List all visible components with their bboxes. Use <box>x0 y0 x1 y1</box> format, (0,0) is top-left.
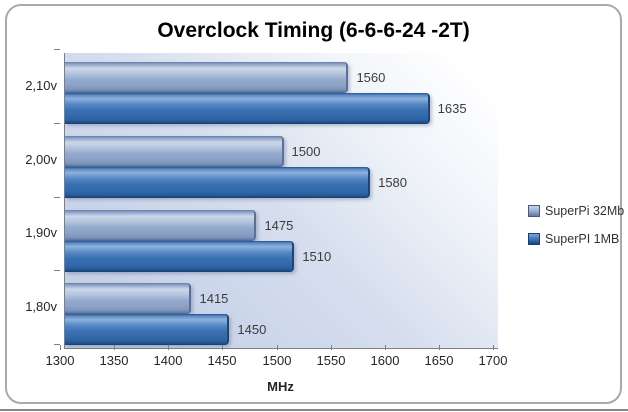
bar-value-label: 1450 <box>237 322 267 338</box>
category-label: 2,00v <box>25 151 57 167</box>
bar-superpi-32mb <box>65 209 257 241</box>
x-axis-tick-label: 1450 <box>207 353 237 368</box>
category-label: 2,10v <box>25 77 57 93</box>
x-axis-tick <box>222 345 223 350</box>
bar-superpi-32mb <box>65 283 192 315</box>
y-axis-tick <box>54 197 60 198</box>
chart-title: Overclock Timing (6-6-6-24 -2T) <box>157 19 470 42</box>
plot-area: 1560 1635 1500 1580 1475 1510 1415 1450 <box>64 53 498 349</box>
bar-superpi-32mb <box>65 62 349 93</box>
legend-item: SuperPi 32Mb <box>528 204 624 218</box>
legend-item: SuperPI 1MB <box>528 232 624 246</box>
x-axis-tick-label: 1550 <box>316 353 346 368</box>
bar-value-label: 1635 <box>437 101 467 116</box>
legend-label: SuperPI 1MB <box>545 232 620 246</box>
bar-value-label: 1560 <box>356 70 386 85</box>
x-axis-tick-label: 1700 <box>478 353 508 368</box>
x-axis-tick-label: 1650 <box>424 353 454 368</box>
x-axis-tick-label: 1500 <box>262 353 292 368</box>
legend: SuperPi 32Mb SuperPI 1MB <box>528 204 624 246</box>
bar-value-label: 1510 <box>302 248 332 264</box>
x-axis-title: MHz <box>267 379 294 394</box>
bar-superpi-1mb <box>65 93 430 124</box>
bar-superpi-32mb <box>65 135 284 167</box>
x-axis-tick <box>168 345 169 350</box>
bar-value-label: 1475 <box>264 217 294 233</box>
page-bottom-edge <box>0 409 628 411</box>
x-axis-tick <box>331 345 332 350</box>
y-axis-tick <box>54 270 60 271</box>
y-axis-tick <box>54 49 60 50</box>
y-axis-tick <box>54 344 60 345</box>
legend-label: SuperPi 32Mb <box>545 204 625 218</box>
bar-value-label: 1500 <box>291 143 321 159</box>
chart-frame: Overclock Timing (6-6-6-24 -2T) 1560 1635… <box>5 4 624 404</box>
x-axis-tick-label: 1350 <box>99 353 129 368</box>
x-axis-tick-label: 1400 <box>153 353 183 368</box>
x-axis-tick <box>493 345 494 350</box>
bar-superpi-1mb <box>65 166 371 198</box>
bar-value-label: 1580 <box>378 174 408 190</box>
x-axis-tick <box>60 345 61 350</box>
x-axis-tick <box>385 345 386 350</box>
category-label: 1,80v <box>25 299 57 315</box>
x-axis-tick-label: 1300 <box>45 353 75 368</box>
bar-superpi-1mb <box>65 314 230 346</box>
x-axis-tick-label: 1600 <box>370 353 400 368</box>
bar-value-label: 1415 <box>199 291 229 307</box>
x-axis-tick <box>277 345 278 350</box>
legend-marker-icon <box>528 233 540 245</box>
x-axis-tick <box>439 345 440 350</box>
bar-superpi-1mb <box>65 240 295 272</box>
category-label: 1,90v <box>25 225 57 241</box>
x-axis-tick <box>114 345 115 350</box>
legend-marker-icon <box>528 205 540 217</box>
y-axis-tick <box>54 123 60 124</box>
